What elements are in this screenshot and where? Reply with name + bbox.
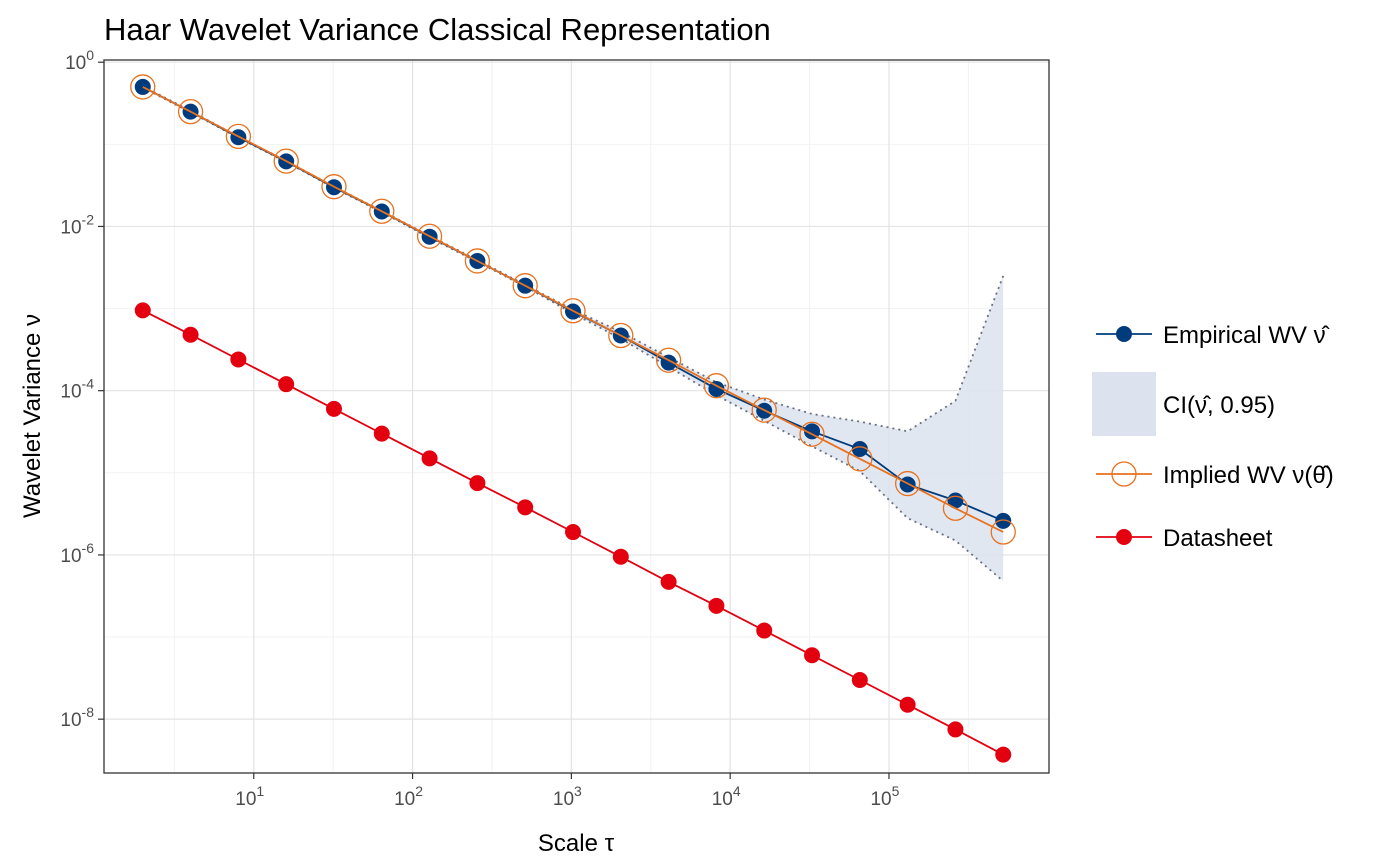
data-point bbox=[708, 380, 725, 397]
data-point bbox=[799, 421, 825, 447]
data-point bbox=[655, 347, 682, 373]
data-point bbox=[899, 696, 916, 713]
data-point bbox=[565, 524, 582, 541]
legend-datasheet: Datasheet bbox=[1096, 525, 1273, 552]
data-point bbox=[469, 475, 486, 492]
data-point bbox=[851, 440, 868, 457]
series-line bbox=[142, 86, 1004, 533]
data-point bbox=[325, 400, 342, 417]
data-point bbox=[177, 99, 204, 125]
legend: Empirical WV ν̂ CI(ν̂, 0.95) Implied WV ν(… bbox=[1092, 322, 1334, 552]
series-1 bbox=[130, 74, 1016, 545]
data-point bbox=[134, 302, 151, 319]
data-point bbox=[512, 273, 538, 299]
data-point bbox=[560, 298, 586, 324]
series-2 bbox=[134, 302, 1012, 763]
y-tick-label: 100 bbox=[65, 47, 94, 74]
plot-border bbox=[103, 59, 1050, 774]
x-tick-label: 104 bbox=[712, 783, 741, 810]
legend-implied: Implied WV ν(θ̂) bbox=[1096, 461, 1334, 489]
data-point bbox=[995, 512, 1012, 529]
data-point bbox=[182, 326, 199, 343]
legend-label: Datasheet bbox=[1163, 525, 1273, 552]
data-point bbox=[517, 499, 534, 516]
data-point bbox=[847, 446, 873, 472]
plot-panel bbox=[104, 60, 1049, 773]
y-axis-title: Wavelet Variance ν bbox=[19, 314, 46, 518]
data-point bbox=[130, 74, 156, 100]
data-point bbox=[851, 671, 868, 688]
legend-empirical: Empirical WV ν̂ bbox=[1096, 322, 1330, 349]
data-point bbox=[708, 597, 725, 614]
y-tick-label: 10-6 bbox=[60, 540, 94, 567]
legend-ci: CI(ν̂, 0.95) bbox=[1092, 372, 1275, 436]
x-axis-title: Scale τ bbox=[538, 830, 615, 857]
legend-label: CI(ν̂, 0.95) bbox=[1163, 392, 1275, 419]
data-point bbox=[230, 351, 247, 368]
data-point bbox=[273, 148, 299, 174]
data-point bbox=[995, 746, 1012, 763]
y-tick-label: 10-4 bbox=[60, 376, 94, 403]
data-point bbox=[703, 373, 730, 399]
y-tick-label: 10-2 bbox=[60, 211, 94, 238]
x-axis-ticks: 101 102 103 104 105 bbox=[235, 773, 900, 810]
data-point bbox=[134, 78, 151, 95]
data-point bbox=[942, 495, 969, 521]
series-layer bbox=[130, 74, 1016, 763]
chart-title: Haar Wavelet Variance Classical Represen… bbox=[104, 12, 771, 47]
data-point bbox=[756, 622, 773, 639]
data-point bbox=[608, 322, 634, 349]
x-tick-label: 105 bbox=[870, 783, 899, 810]
data-point bbox=[804, 647, 821, 664]
x-tick-label: 102 bbox=[394, 783, 423, 810]
x-tick-label: 101 bbox=[235, 783, 264, 810]
data-point bbox=[612, 548, 629, 565]
x-tick-label: 103 bbox=[553, 783, 582, 810]
data-point bbox=[751, 397, 777, 423]
data-point bbox=[421, 450, 438, 467]
data-point bbox=[990, 519, 1016, 545]
data-point bbox=[464, 248, 491, 274]
data-point bbox=[947, 721, 964, 738]
y-tick-label: 10-8 bbox=[60, 704, 94, 731]
data-point bbox=[369, 198, 395, 224]
data-point bbox=[373, 425, 390, 442]
data-point bbox=[321, 174, 347, 200]
legend-label: Implied WV ν(θ̂) bbox=[1163, 462, 1334, 489]
data-point bbox=[660, 573, 677, 590]
data-point bbox=[894, 470, 921, 497]
major-grid bbox=[104, 60, 1049, 773]
y-axis-ticks: 100 10-2 10-4 10-6 10-8 bbox=[60, 47, 104, 731]
data-point bbox=[225, 123, 252, 150]
data-point bbox=[416, 223, 443, 249]
data-point bbox=[278, 376, 295, 393]
legend-label: Empirical WV ν̂ bbox=[1163, 322, 1330, 349]
